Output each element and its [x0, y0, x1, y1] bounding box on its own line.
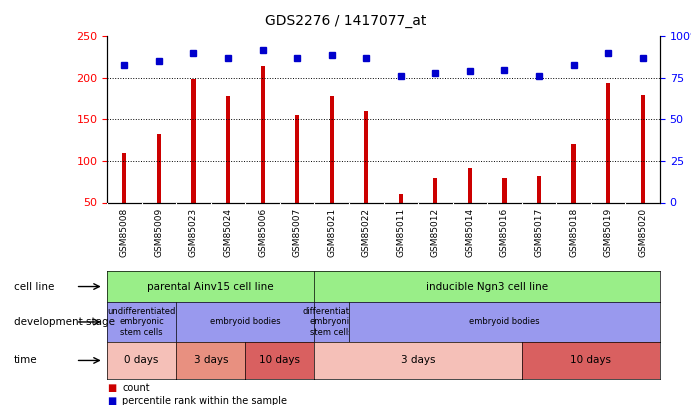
Text: GSM85016: GSM85016 [500, 208, 509, 257]
Text: GSM85009: GSM85009 [154, 208, 164, 257]
Text: cell line: cell line [14, 281, 54, 292]
Text: embryoid bodies: embryoid bodies [210, 318, 281, 326]
Text: undifferentiated
embryonic
stem cells: undifferentiated embryonic stem cells [108, 307, 176, 337]
Bar [399, 194, 403, 202]
Text: embryoid bodies: embryoid bodies [469, 318, 540, 326]
Text: 3 days: 3 days [193, 356, 228, 365]
Bar [571, 145, 576, 202]
Text: GSM85006: GSM85006 [258, 208, 267, 257]
Text: 3 days: 3 days [401, 356, 435, 365]
Text: GSM85024: GSM85024 [223, 208, 233, 257]
Bar [157, 134, 161, 202]
Text: count: count [122, 383, 150, 393]
Text: GSM85018: GSM85018 [569, 208, 578, 257]
Text: 0 days: 0 days [124, 356, 159, 365]
Text: percentile rank within the sample: percentile rank within the sample [122, 396, 287, 405]
Bar [261, 66, 265, 202]
Text: GSM85019: GSM85019 [603, 208, 613, 257]
Bar [364, 111, 368, 202]
Bar [433, 179, 437, 202]
Text: GSM85007: GSM85007 [292, 208, 302, 257]
Text: differentiated
embryonic
stem cells: differentiated embryonic stem cells [303, 307, 361, 337]
Bar [468, 168, 472, 202]
Text: GSM85021: GSM85021 [327, 208, 337, 257]
Text: GSM85023: GSM85023 [189, 208, 198, 257]
Text: ■: ■ [107, 383, 116, 393]
Bar [606, 83, 610, 202]
Bar [330, 96, 334, 202]
Text: 10 days: 10 days [570, 356, 612, 365]
Text: parental Ainv15 cell line: parental Ainv15 cell line [147, 281, 274, 292]
Text: GSM85011: GSM85011 [396, 208, 406, 257]
Text: GSM85017: GSM85017 [534, 208, 544, 257]
Text: GSM85008: GSM85008 [120, 208, 129, 257]
Bar [191, 79, 196, 202]
Text: inducible Ngn3 cell line: inducible Ngn3 cell line [426, 281, 548, 292]
Text: GSM85012: GSM85012 [430, 208, 440, 257]
Text: GDS2276 / 1417077_at: GDS2276 / 1417077_at [265, 14, 426, 28]
Bar [641, 95, 645, 202]
Bar [122, 153, 126, 202]
Bar [537, 176, 541, 202]
Text: GSM85022: GSM85022 [361, 208, 371, 257]
Text: ■: ■ [107, 396, 116, 405]
Text: GSM85020: GSM85020 [638, 208, 647, 257]
Text: development stage: development stage [14, 317, 115, 327]
Text: time: time [14, 356, 37, 365]
Text: 10 days: 10 days [259, 356, 301, 365]
Bar [226, 96, 230, 202]
Bar [502, 179, 507, 202]
Text: GSM85014: GSM85014 [465, 208, 475, 257]
Bar [295, 115, 299, 202]
